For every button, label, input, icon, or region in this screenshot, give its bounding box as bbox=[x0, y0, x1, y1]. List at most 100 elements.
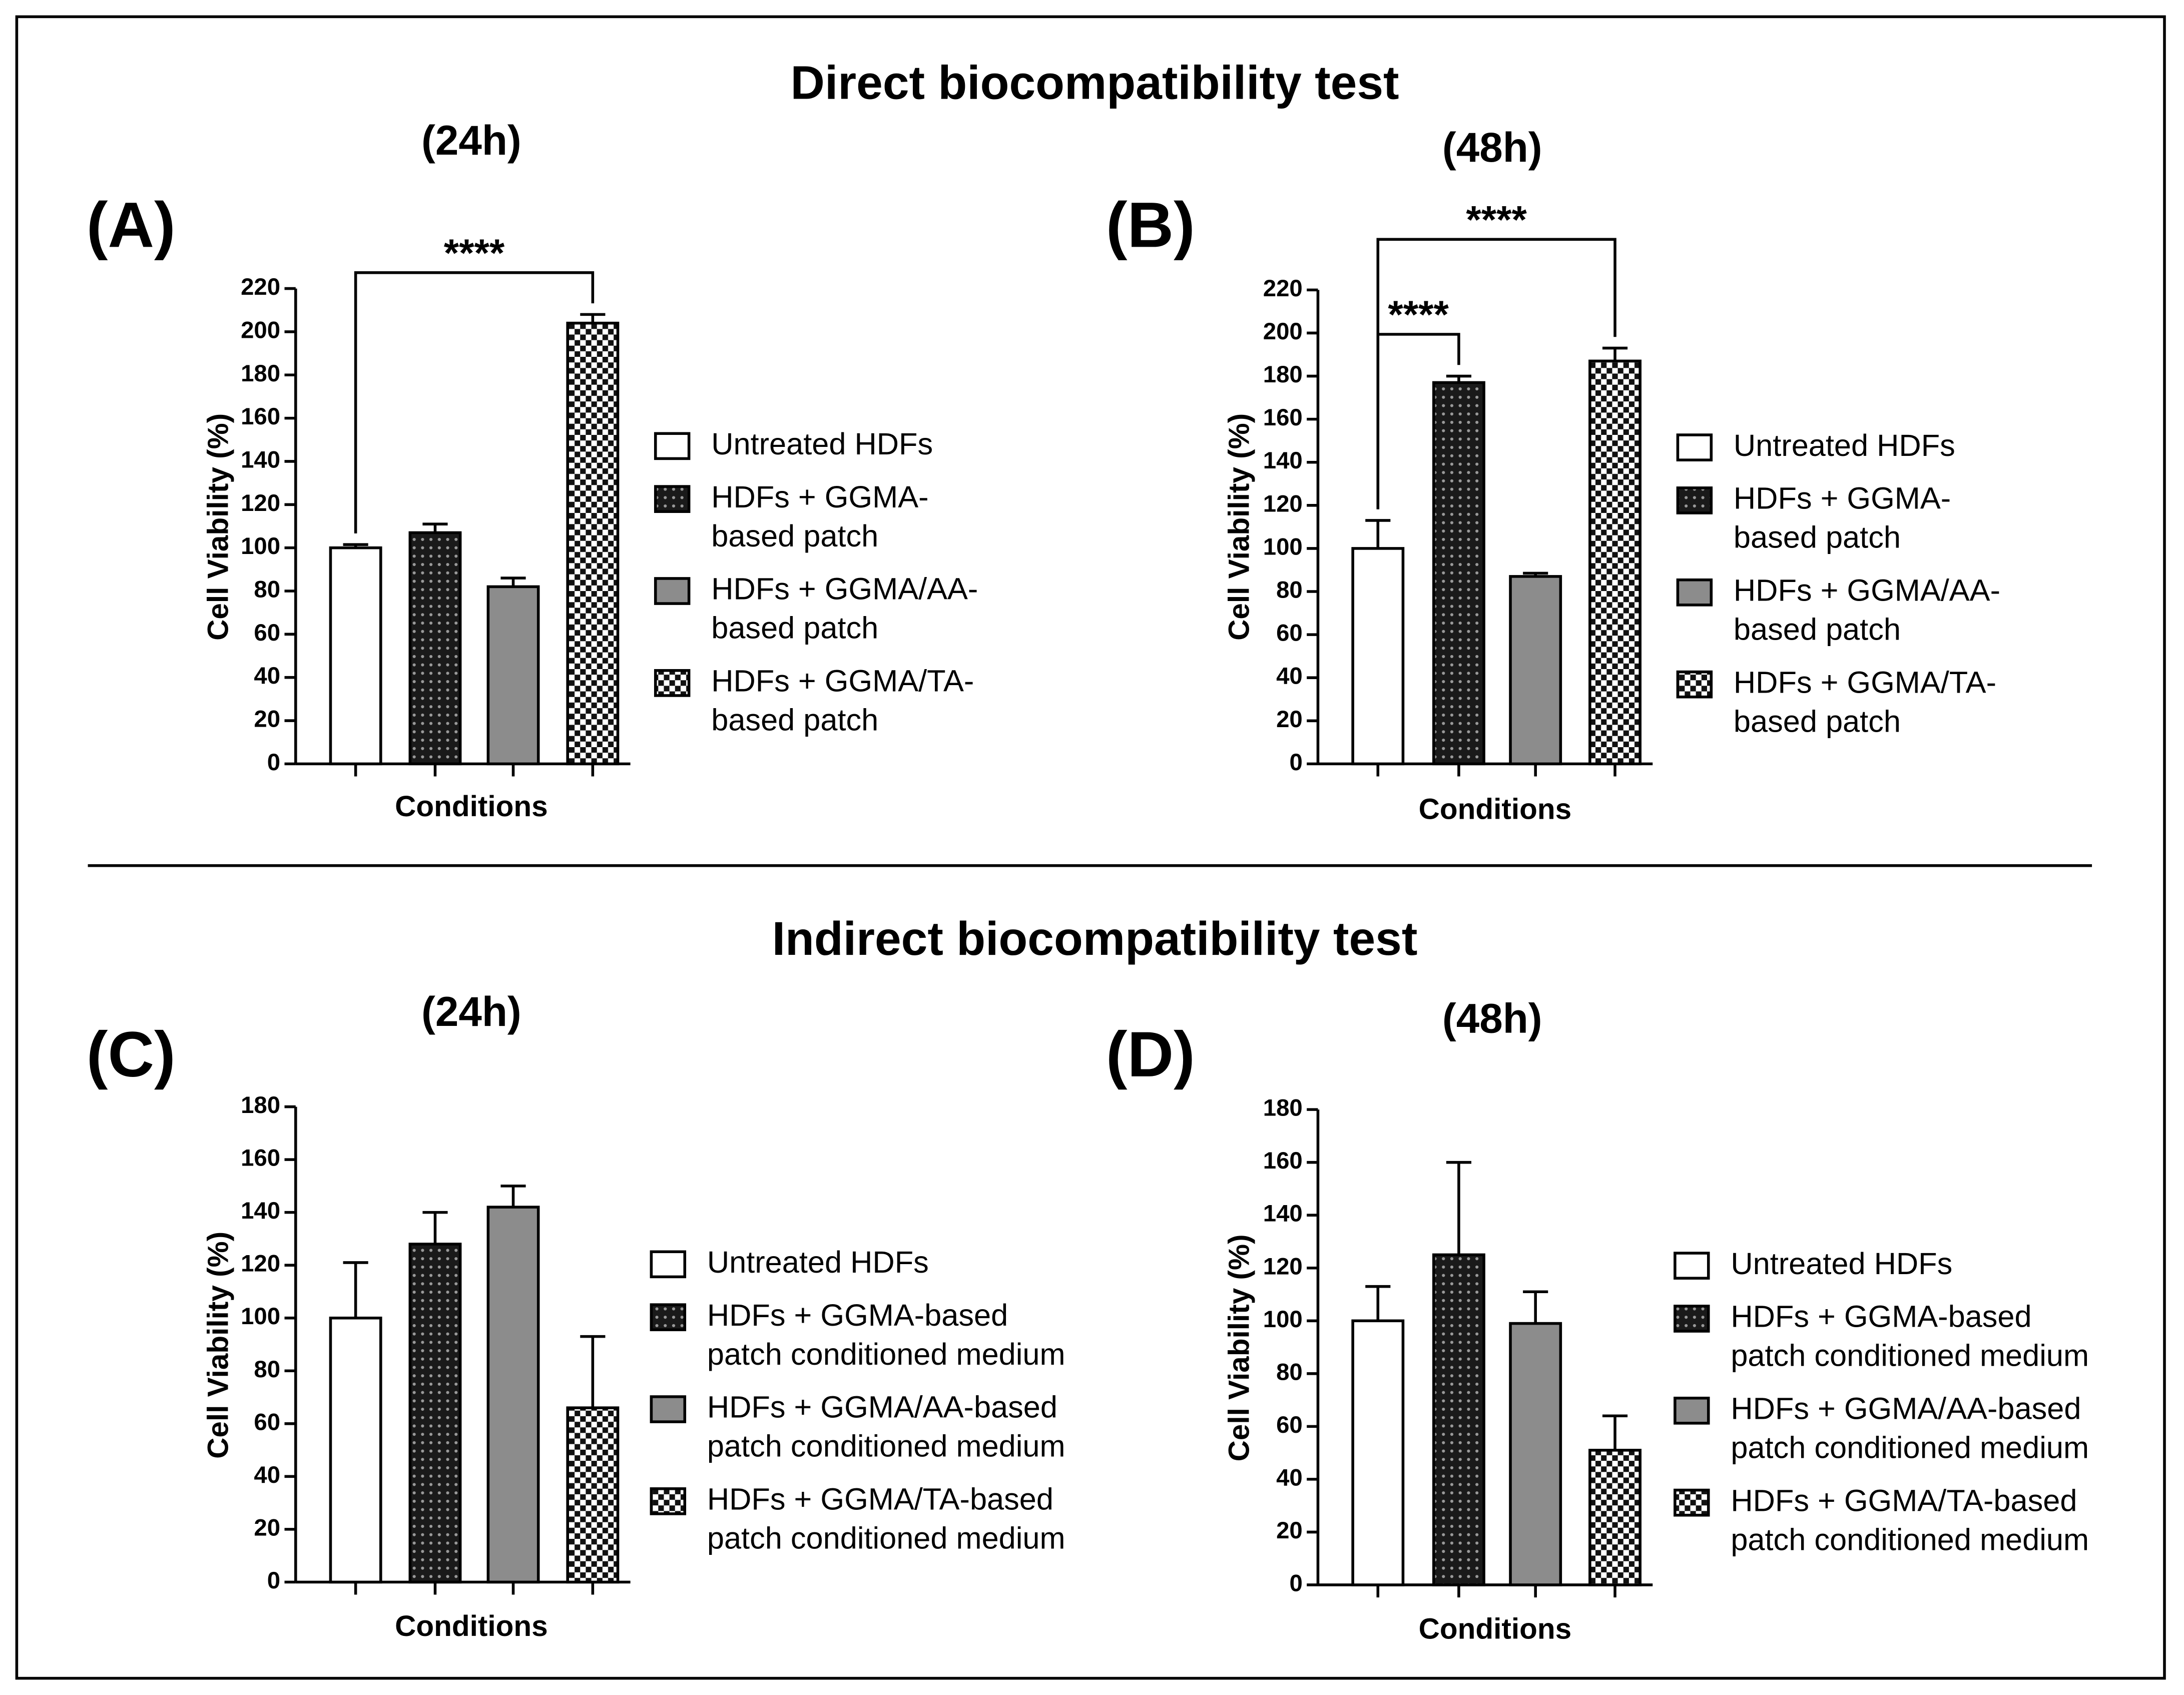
legend-label: HDFs + GGMA/TA-based patch conditioned m… bbox=[1731, 1483, 2089, 1557]
bar bbox=[329, 546, 382, 766]
legend-label-box: HDFs + GGMA- based patch bbox=[711, 479, 928, 553]
bar bbox=[1509, 1322, 1562, 1586]
legend-label-box: HDFs + GGMA-based patch conditioned medi… bbox=[707, 1298, 1065, 1372]
y-tick-label: 120 bbox=[241, 490, 280, 516]
legend-swatch bbox=[650, 1250, 687, 1279]
legend-label-box: Untreated HDFs bbox=[711, 426, 933, 461]
subtitle: (24h) bbox=[421, 988, 521, 1035]
legend-label-box: HDFs + GGMA/AA-based patch conditioned m… bbox=[707, 1390, 1065, 1464]
bar bbox=[1351, 547, 1405, 766]
y-tick-label: 180 bbox=[241, 360, 280, 387]
y-tick-label: 140 bbox=[1263, 447, 1303, 474]
y-tick-label: 60 bbox=[254, 1409, 280, 1435]
bar bbox=[1588, 359, 1642, 766]
legend-label-box: HDFs + GGMA/TA-based patch conditioned m… bbox=[707, 1481, 1065, 1556]
significance-label: **** bbox=[444, 231, 505, 275]
y-tick-label: 200 bbox=[1263, 318, 1303, 345]
legend-label-box: HDFs + GGMA/TA- based patch bbox=[1733, 665, 1997, 739]
bar bbox=[1351, 1319, 1405, 1586]
legend-swatch bbox=[1674, 1396, 1710, 1425]
y-axis-label: Cell Viability (%) bbox=[202, 413, 235, 641]
section-title: Indirect biocompatibility test bbox=[772, 912, 1418, 965]
y-tick-label: 40 bbox=[254, 1462, 280, 1488]
legend-label: Untreated HDFs bbox=[1733, 428, 1955, 463]
legend-label: HDFs + GGMA-based patch conditioned medi… bbox=[1731, 1299, 2089, 1373]
x-axis-label: Conditions bbox=[1419, 1612, 1572, 1645]
y-tick-label: 40 bbox=[254, 663, 280, 689]
y-tick-label: 160 bbox=[1263, 1148, 1303, 1174]
legend-swatch bbox=[1676, 578, 1713, 607]
y-tick-label: 40 bbox=[1276, 663, 1303, 690]
x-axis-label: Conditions bbox=[395, 1610, 548, 1642]
y-axis-label: Cell Viability (%) bbox=[1223, 1234, 1256, 1461]
legend-swatch bbox=[650, 1487, 687, 1515]
y-tick-label: 40 bbox=[1276, 1464, 1303, 1491]
y-tick-label: 120 bbox=[241, 1251, 280, 1277]
legend-label: Untreated HDFs bbox=[1731, 1246, 1953, 1281]
y-tick-label: 220 bbox=[1263, 275, 1303, 302]
bar bbox=[408, 531, 462, 766]
y-tick-label: 20 bbox=[1276, 706, 1303, 733]
significance-bracket bbox=[354, 271, 595, 533]
legend-label: Untreated HDFs bbox=[711, 426, 933, 461]
y-tick-label: 100 bbox=[1263, 533, 1303, 560]
legend-swatch bbox=[1676, 433, 1713, 461]
significance-bracket bbox=[1376, 238, 1616, 509]
y-tick-label: 160 bbox=[241, 1145, 280, 1172]
legend-label-box: HDFs + GGMA/AA- based patch bbox=[711, 571, 978, 646]
bar bbox=[486, 585, 540, 766]
x-axis-label: Conditions bbox=[395, 790, 548, 823]
legend-label: HDFs + GGMA/TA- based patch bbox=[1733, 665, 1997, 739]
legend-label: HDFs + GGMA/AA-based patch conditioned m… bbox=[1731, 1391, 2089, 1465]
legend-swatch bbox=[654, 577, 691, 605]
y-tick-label: 60 bbox=[1276, 620, 1303, 647]
y-tick-label: 180 bbox=[1263, 1095, 1303, 1121]
y-axis-label: Cell Viability (%) bbox=[202, 1232, 235, 1459]
panel-label: (C) bbox=[87, 1019, 176, 1090]
bar bbox=[408, 1243, 462, 1584]
legend-label: HDFs + GGMA-based patch conditioned medi… bbox=[707, 1298, 1065, 1372]
y-tick-label: 120 bbox=[1263, 1253, 1303, 1280]
y-tick-label: 100 bbox=[241, 1303, 280, 1330]
x-axis-label: Conditions bbox=[1419, 793, 1572, 826]
bar bbox=[486, 1206, 540, 1584]
legend-label: HDFs + GGMA/AA- based patch bbox=[1733, 573, 2000, 647]
y-tick-label: 200 bbox=[241, 317, 280, 343]
legend-label: HDFs + GGMA/TA-based patch conditioned m… bbox=[707, 1481, 1065, 1556]
legend-label: Untreated HDFs bbox=[707, 1245, 929, 1280]
y-tick-label: 60 bbox=[254, 620, 280, 646]
y-tick-label: 80 bbox=[254, 577, 280, 603]
legend-swatch bbox=[1676, 670, 1713, 699]
y-tick-label: 220 bbox=[241, 274, 280, 300]
y-tick-label: 80 bbox=[1276, 577, 1303, 604]
subtitle: (48h) bbox=[1442, 124, 1542, 171]
subtitle: (24h) bbox=[421, 117, 521, 164]
legend-swatch bbox=[1674, 1252, 1710, 1280]
legend-label: HDFs + GGMA/TA- based patch bbox=[711, 663, 974, 738]
legend-label-box: HDFs + GGMA- based patch bbox=[1734, 481, 1951, 555]
panel-label: (A) bbox=[87, 189, 176, 261]
y-tick-label: 80 bbox=[254, 1356, 280, 1383]
y-tick-label: 20 bbox=[254, 706, 280, 733]
y-tick-label: 80 bbox=[1276, 1359, 1303, 1385]
y-tick-label: 100 bbox=[241, 533, 280, 559]
legend-label-box: HDFs + GGMA/TA- based patch bbox=[711, 663, 974, 738]
subtitle: (48h) bbox=[1442, 995, 1542, 1042]
y-tick-label: 0 bbox=[1289, 1570, 1302, 1596]
legend-swatch bbox=[650, 1303, 687, 1332]
y-tick-label: 20 bbox=[1276, 1517, 1303, 1544]
legend-swatch bbox=[1674, 1305, 1710, 1333]
bar bbox=[1588, 1449, 1642, 1586]
y-tick-label: 160 bbox=[1263, 404, 1303, 431]
legend-swatch bbox=[1676, 486, 1713, 514]
section-title: Direct biocompatibility test bbox=[791, 57, 1399, 110]
legend-label: HDFs + GGMA/AA- based patch bbox=[711, 571, 978, 646]
legend-swatch bbox=[654, 432, 691, 460]
y-tick-label: 0 bbox=[267, 749, 280, 776]
y-tick-label: 60 bbox=[1276, 1412, 1303, 1438]
y-tick-label: 20 bbox=[254, 1514, 280, 1541]
bar bbox=[1432, 1253, 1485, 1586]
legend-label: HDFs + GGMA/AA-based patch conditioned m… bbox=[707, 1390, 1065, 1464]
y-tick-label: 180 bbox=[1263, 361, 1303, 388]
